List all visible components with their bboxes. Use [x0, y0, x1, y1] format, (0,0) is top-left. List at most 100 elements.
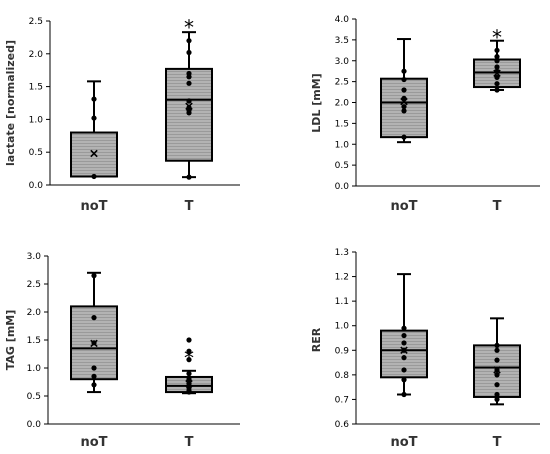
mean-marker	[185, 379, 193, 388]
category-label: T	[493, 435, 502, 450]
mean-marker	[400, 346, 408, 355]
data-point	[494, 53, 500, 60]
y-tick-label: 0.5	[29, 148, 43, 158]
category-label: T	[185, 435, 194, 450]
y-tick-label: 1.5	[27, 336, 41, 346]
data-point	[401, 355, 407, 361]
data-point	[186, 38, 192, 44]
significance-star: *	[184, 16, 194, 40]
data-point	[401, 104, 407, 110]
y-tick-label: 1.0	[27, 364, 42, 374]
data-point	[401, 87, 407, 93]
mean-marker	[185, 102, 193, 111]
category-label: T	[493, 199, 502, 214]
data-point	[494, 357, 500, 363]
y-tick-label: 3.0	[335, 57, 350, 67]
data-point	[494, 64, 500, 70]
mean-marker	[90, 149, 98, 158]
data-point	[401, 340, 407, 346]
category-label: noT	[390, 199, 417, 214]
y-axis-title: RER	[310, 327, 323, 352]
y-tick-label: 1.0	[335, 140, 350, 150]
data-point	[401, 134, 407, 140]
category-label: noT	[390, 435, 417, 450]
data-point	[186, 337, 192, 343]
mean-marker	[493, 69, 501, 78]
significance-star: *	[492, 25, 502, 49]
mean-marker	[400, 97, 408, 106]
y-axis-title: LDL [mM]	[310, 73, 323, 132]
data-point	[494, 58, 500, 64]
data-point	[401, 367, 407, 373]
data-point	[494, 87, 500, 93]
data-point	[91, 365, 97, 371]
y-tick-label: 1.0	[335, 322, 350, 332]
data-point	[91, 96, 97, 102]
y-tick-label: 0.0	[335, 182, 350, 192]
y-tick-label: 1.5	[29, 83, 43, 93]
y-tick-label: 4.0	[335, 15, 350, 25]
data-point	[401, 68, 407, 74]
data-point	[186, 98, 192, 104]
data-point	[401, 391, 407, 398]
y-tick-label: 1.3	[335, 248, 349, 258]
y-tick-label: 2.5	[27, 280, 41, 290]
y-tick-label: 0.7	[335, 395, 349, 405]
y-axis-title: lactate [normalized]	[4, 40, 17, 166]
data-point	[91, 315, 97, 321]
data-point	[494, 47, 500, 53]
y-tick-label: 0.9	[335, 346, 350, 356]
data-point	[494, 347, 500, 353]
mean-marker	[493, 366, 501, 374]
data-point	[494, 396, 500, 403]
y-tick-label: 1.2	[335, 273, 349, 283]
data-point	[91, 273, 97, 279]
y-tick-label: 2.0	[27, 308, 42, 318]
category-label: noT	[80, 199, 107, 214]
y-tick-label: 2.5	[29, 17, 43, 27]
data-point	[186, 104, 192, 111]
data-point	[186, 174, 192, 180]
data-point	[91, 373, 97, 379]
data-point	[494, 382, 500, 388]
data-point	[186, 49, 192, 56]
data-point	[401, 108, 407, 114]
y-axis-title: TAG [mM]	[4, 310, 17, 370]
data-point	[186, 80, 192, 86]
data-point	[494, 74, 500, 81]
y-tick-label: 2.0	[29, 50, 44, 60]
data-point	[186, 371, 192, 377]
data-point	[186, 348, 192, 354]
data-point	[186, 70, 192, 77]
data-point	[401, 377, 407, 383]
y-tick-label: 0.0	[27, 420, 42, 430]
y-tick-label: 0.5	[335, 161, 349, 171]
y-tick-label: 1.1	[335, 297, 349, 307]
y-tick-label: 2.5	[335, 78, 349, 88]
y-tick-label: 0.0	[29, 181, 44, 191]
category-label: T	[185, 199, 194, 214]
y-tick-label: 2.0	[335, 99, 350, 109]
y-tick-label: 0.5	[27, 392, 41, 402]
data-point	[91, 115, 97, 121]
mean-marker	[90, 339, 98, 348]
data-point	[401, 325, 407, 331]
data-point	[494, 81, 500, 87]
data-point	[494, 391, 500, 398]
data-point	[401, 76, 407, 83]
data-point	[401, 332, 407, 339]
data-point	[186, 357, 192, 363]
data-point	[186, 376, 192, 382]
y-tick-label: 0.8	[335, 371, 350, 381]
category-label: noT	[80, 435, 107, 450]
y-tick-label: 3.0	[27, 252, 42, 262]
y-tick-label: 1.5	[335, 119, 349, 129]
data-point	[494, 372, 500, 378]
data-point	[186, 385, 192, 391]
significance-star: *	[184, 346, 194, 370]
y-tick-label: 1.0	[29, 115, 44, 125]
data-point	[91, 382, 97, 388]
data-point	[494, 342, 500, 348]
data-point	[91, 173, 97, 180]
